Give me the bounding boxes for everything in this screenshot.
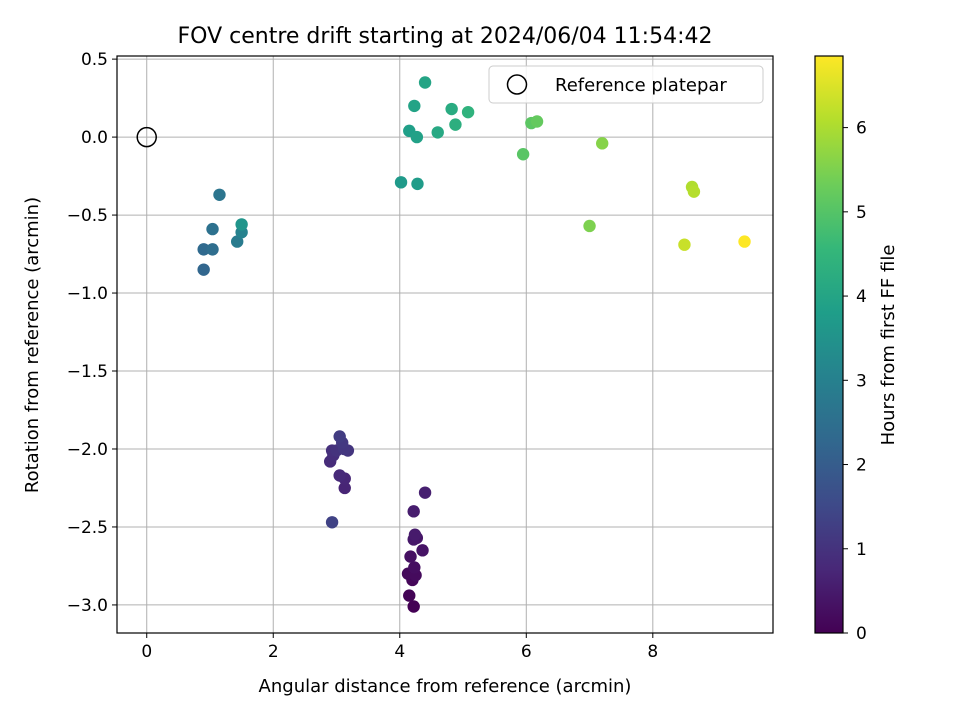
data-point xyxy=(197,243,210,256)
colorbar-gradient xyxy=(815,56,843,633)
y-tick-label: −2.5 xyxy=(67,518,108,538)
data-point xyxy=(206,222,219,236)
data-point xyxy=(410,130,424,144)
y-tick-label: −1.5 xyxy=(67,362,108,382)
grid-lines xyxy=(117,56,773,633)
colorbar-tick-label: 1 xyxy=(856,540,867,560)
data-point xyxy=(394,176,408,189)
data-point xyxy=(338,481,351,495)
data-point xyxy=(738,235,751,248)
data-point xyxy=(583,219,596,233)
legend-box: Reference platepar xyxy=(488,65,764,104)
data-point xyxy=(333,430,346,443)
data-point xyxy=(530,115,544,128)
x-axis-ticks: 0 2 4 6 8 xyxy=(141,633,658,662)
colorbar-frame xyxy=(814,55,844,634)
data-point xyxy=(411,177,424,191)
y-tick-label: 0.0 xyxy=(81,128,108,148)
data-point xyxy=(206,243,219,256)
y-tick-label: −0.5 xyxy=(67,206,108,226)
data-point xyxy=(197,263,210,276)
legend-frame xyxy=(488,65,764,104)
data-point xyxy=(445,102,458,116)
colorbar-tick-label: 4 xyxy=(856,287,867,307)
x-tick-label: 6 xyxy=(521,642,532,662)
data-point xyxy=(416,544,429,557)
data-point xyxy=(678,238,691,251)
x-tick-label: 8 xyxy=(647,642,658,662)
data-point xyxy=(408,99,421,113)
colorbar-tick-label: 3 xyxy=(856,371,867,391)
data-point xyxy=(449,118,462,131)
colorbar-tick-label: 2 xyxy=(856,456,867,476)
reference-point-marker xyxy=(136,126,157,148)
colorbar-label: Hours from first FF file xyxy=(878,245,899,446)
data-point xyxy=(687,185,701,198)
chart-title: FOV centre drift starting at 2024/06/04 … xyxy=(178,24,713,49)
colorbar-tick-label: 0 xyxy=(856,624,867,644)
data-point xyxy=(595,137,609,150)
colorbar-tick-label: 6 xyxy=(856,119,867,139)
data-point xyxy=(325,516,339,529)
y-axis-label: Rotation from reference (arcmin) xyxy=(22,197,43,493)
data-point xyxy=(418,486,432,499)
x-tick-label: 2 xyxy=(268,642,279,662)
y-tick-label: −1.0 xyxy=(67,284,108,304)
colorbar-ticks: 0 1 2 3 4 5 6 xyxy=(843,119,867,644)
data-point xyxy=(404,550,417,563)
data-point xyxy=(230,235,244,248)
data-point xyxy=(431,126,444,139)
y-tick-label: −3.0 xyxy=(67,596,108,616)
data-point xyxy=(213,188,226,201)
data-points xyxy=(136,76,751,613)
colorbar-tick-label: 5 xyxy=(856,203,867,223)
y-axis-ticks: 0.5 0.0 −0.5 −1.0 −1.5 −2.0 −2.5 −3.0 xyxy=(67,50,117,616)
data-point xyxy=(516,148,530,161)
data-point xyxy=(408,561,421,574)
y-tick-label: 0.5 xyxy=(81,50,108,70)
y-tick-label: −2.0 xyxy=(67,440,108,460)
data-point xyxy=(235,218,248,231)
legend-label-reference: Reference platepar xyxy=(555,75,727,96)
data-point xyxy=(403,589,416,602)
data-point xyxy=(407,505,420,518)
data-point xyxy=(461,105,475,119)
data-point xyxy=(408,528,422,541)
x-axis-label: Angular distance from reference (arcmin) xyxy=(259,676,632,697)
data-point xyxy=(407,600,420,613)
data-point xyxy=(333,469,346,482)
data-point xyxy=(418,76,432,89)
legend-marker-reference xyxy=(506,74,528,95)
plot-area-frame xyxy=(116,55,774,634)
x-tick-label: 4 xyxy=(394,642,405,662)
x-tick-label: 0 xyxy=(141,642,152,662)
